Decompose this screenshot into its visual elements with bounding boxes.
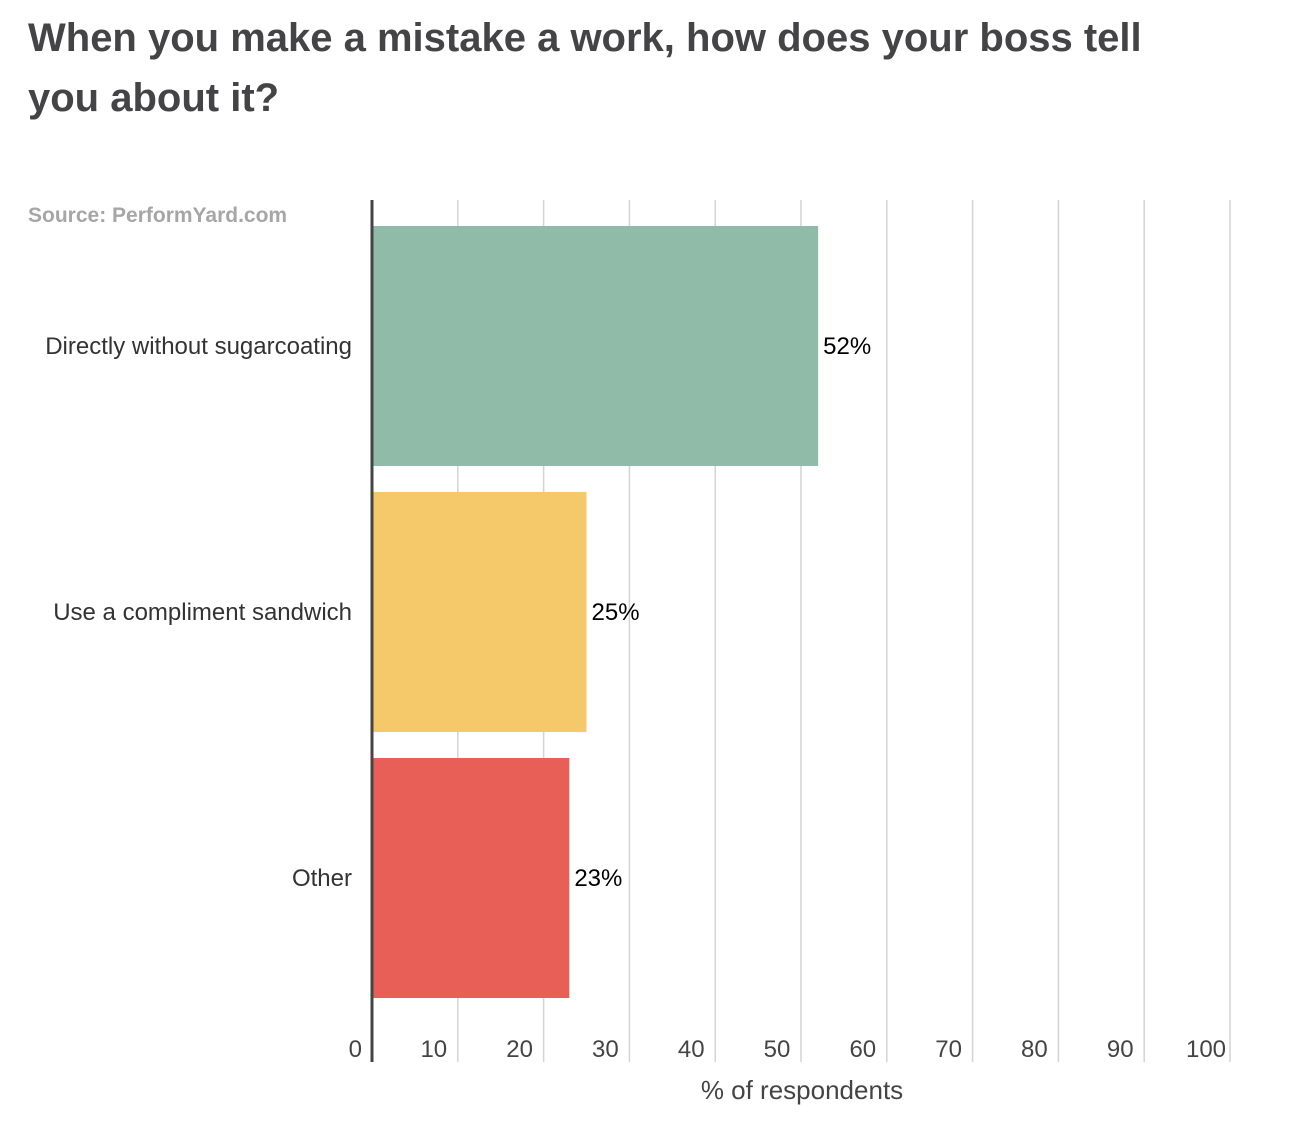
bar-other <box>372 758 570 998</box>
x-tick-label: 0 <box>349 1036 362 1063</box>
category-label: Directly without sugarcoating <box>45 333 352 360</box>
x-tick-label: 90 <box>1107 1036 1134 1063</box>
x-axis-title: % of respondents <box>701 1075 903 1105</box>
value-label: 52% <box>823 333 871 360</box>
value-label: 23% <box>574 865 622 892</box>
x-tick-label: 10 <box>420 1036 447 1063</box>
bar-use-a-compliment-sandwich <box>372 492 587 732</box>
x-tick-label: 20 <box>506 1036 533 1063</box>
x-tick-label: 30 <box>592 1036 619 1063</box>
category-label: Use a compliment sandwich <box>53 599 352 626</box>
x-tick-label: 80 <box>1021 1036 1048 1063</box>
labels: 0 10 20 30 40 50 60 70 80 90 100 Directly without s… <box>45 333 1226 1105</box>
chart-source: Source: PerformYard.com <box>28 204 288 227</box>
chart-title: When you make a mistake a work, how does… <box>28 16 1142 120</box>
value-label: 25% <box>592 599 640 626</box>
x-tick-label: 60 <box>849 1036 876 1063</box>
x-tick-label: 100 <box>1186 1036 1226 1063</box>
x-tick-label: 40 <box>678 1036 705 1063</box>
bars <box>372 226 819 998</box>
x-tick-label: 70 <box>935 1036 962 1063</box>
x-tick-label: 50 <box>764 1036 791 1063</box>
category-label: Other <box>292 865 352 892</box>
bar-directly-without-sugarcoating <box>372 226 819 466</box>
